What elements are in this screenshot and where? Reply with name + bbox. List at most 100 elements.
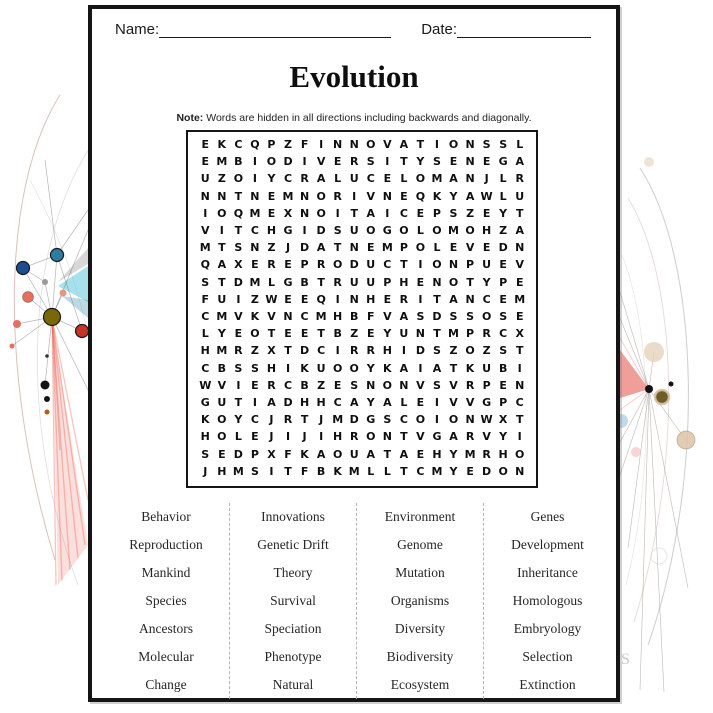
grid-cell: P [466,327,475,341]
grid-cell: C [300,310,309,324]
grid-cell: H [333,310,343,324]
grid-cell: O [415,241,426,255]
grid-cell: R [333,275,342,289]
grid-cell: Z [350,327,359,341]
grid-cell: S [499,310,508,324]
grid-cell: N [283,310,293,324]
grid-cell: S [499,344,508,358]
grid-cell: R [283,413,293,427]
grid-cell: O [448,413,459,427]
node-black [645,385,653,393]
grid-cell: S [350,378,359,392]
grid-cell: Z [499,224,508,238]
grid-cell: M [514,292,526,306]
grid-cell: R [316,258,326,272]
word-list-column: Behavior Reproduction Mankind Species Ancest… [103,503,230,699]
grid-cell: T [317,327,325,341]
grid-cell: E [251,430,259,444]
grid-cell: D [233,447,243,461]
grid-cell: I [302,155,307,169]
grid-cell: O [316,206,326,220]
grid-cell: B [300,378,309,392]
grid-cell: B [316,464,326,478]
grid-cell: C [317,344,326,358]
grid-cell: K [300,361,309,375]
grid-cell: E [234,327,243,341]
grid-cell: D [349,413,359,427]
grid-cell: U [482,361,492,375]
grid-cell: Z [267,241,276,255]
grid-cell: C [366,172,375,186]
grid-cell: J [203,464,208,478]
grid-cell: U [399,327,409,341]
grid-cell: R [482,447,491,461]
grid-cell: Z [284,138,292,152]
date-blank-line [457,22,592,38]
grid-cell: E [416,447,425,461]
grid-cell: V [465,241,475,255]
word-list-column: Environment Genome Mutation Organisms Divers… [357,503,484,699]
grid-cell: P [499,275,508,289]
grid-cell: E [367,241,375,255]
grid-cell: D [349,258,359,272]
grid-cell: E [383,172,392,186]
grid-cell: T [433,327,441,341]
grid-cell: C [201,361,210,375]
grid-cell: T [466,275,474,289]
grid-cell: K [300,447,309,461]
grid-cell: C [399,413,408,427]
grid-cell: U [515,189,525,203]
grid-cell: R [515,172,524,186]
grid-cell: A [515,155,524,169]
grid-cell: Q [250,138,260,152]
grid-cell: R [366,344,375,358]
grid-cell: H [200,430,210,444]
word-item: Selection [522,649,573,664]
grid-cell: E [267,189,276,203]
grid-cell: I [219,224,224,238]
grid-cell: N [349,138,359,152]
grid-cell: I [203,206,208,220]
grid-cell: D [415,344,425,358]
note-text: Note: Words are hidden in all directions… [92,112,616,124]
grid-cell: T [350,206,358,220]
grid-cell: L [400,172,408,186]
grid-cell: D [300,344,310,358]
grid-cell: D [498,241,508,255]
grid-cell: A [515,224,524,238]
word-item: Biodiversity [386,649,454,664]
grid-cell: U [349,275,359,289]
grid-cell: W [480,189,493,203]
grid-cell: E [449,241,458,255]
grid-cell: N [299,189,310,203]
grid-cell: U [349,447,359,461]
grid-cell: C [201,310,210,324]
grid-cell: S [234,361,243,375]
grid-cell: G [283,275,293,289]
grid-cell: D [316,224,326,238]
word-item: Environment [384,509,456,524]
word-item: Homologous [512,593,583,608]
word-list: Behavior Reproduction Mankind Species Ancest… [103,503,611,699]
grid-cell: O [448,275,459,289]
grid-cell: A [383,396,392,410]
grid-cell: E [482,241,491,255]
grid-cell: X [267,344,276,358]
grid-cell: U [349,172,359,186]
grid-cell: A [267,396,276,410]
grid-cell: S [383,413,392,427]
grid-cell: I [434,138,439,152]
grid-cell: P [482,378,491,392]
grid-cell: F [201,292,210,306]
grid-cell: I [252,155,257,169]
grid-cell: R [267,378,276,392]
grid-cell: O [515,447,525,461]
grid-cell: P [466,258,475,272]
grid-cell: V [217,378,227,392]
grid-cell: J [302,430,307,444]
grid-cell: L [383,464,391,478]
grid-cell: J [269,430,274,444]
grid-cell: H [200,344,210,358]
grid-cell: R [333,189,342,203]
grid-cell: E [251,258,259,272]
